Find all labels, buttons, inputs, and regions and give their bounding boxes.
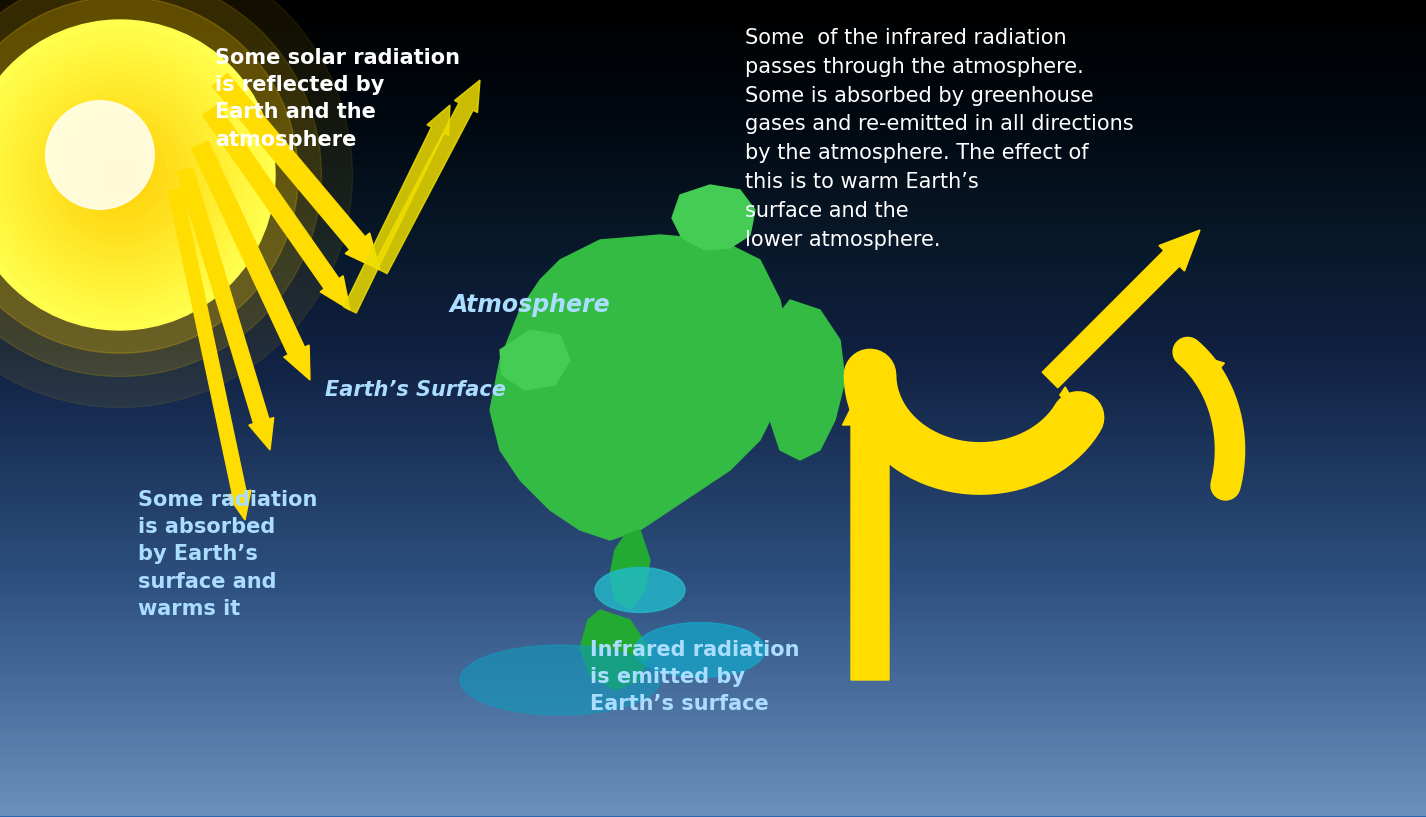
Text: Some solar radiation
is reflected by
Earth and the
atmosphere: Some solar radiation is reflected by Ear… bbox=[215, 48, 461, 150]
Text: Some  of the infrared radiation
passes through the atmosphere.
Some is absorbed : Some of the infrared radiation passes th… bbox=[744, 28, 1134, 250]
Circle shape bbox=[50, 105, 190, 245]
Ellipse shape bbox=[595, 568, 684, 613]
Circle shape bbox=[58, 113, 183, 237]
Polygon shape bbox=[580, 610, 650, 690]
Circle shape bbox=[0, 35, 260, 315]
Circle shape bbox=[11, 66, 228, 283]
Polygon shape bbox=[374, 80, 481, 274]
Polygon shape bbox=[202, 105, 349, 310]
Circle shape bbox=[46, 100, 154, 209]
Circle shape bbox=[34, 90, 205, 261]
Circle shape bbox=[0, 20, 275, 330]
Circle shape bbox=[81, 136, 158, 214]
Polygon shape bbox=[193, 141, 309, 380]
Circle shape bbox=[0, 28, 267, 322]
Circle shape bbox=[27, 82, 212, 268]
Circle shape bbox=[88, 144, 151, 206]
Text: Some radiation
is absorbed
by Earth’s
surface and
warms it: Some radiation is absorbed by Earth’s su… bbox=[138, 490, 318, 618]
Circle shape bbox=[19, 74, 221, 276]
Circle shape bbox=[66, 121, 174, 230]
Ellipse shape bbox=[635, 623, 764, 677]
Polygon shape bbox=[344, 105, 451, 313]
Polygon shape bbox=[1038, 387, 1092, 435]
Circle shape bbox=[0, 51, 244, 299]
Text: Infrared radiation
is emitted by
Earth’s surface: Infrared radiation is emitted by Earth’s… bbox=[590, 640, 800, 714]
Circle shape bbox=[4, 59, 237, 291]
Text: Earth’s Surface: Earth’s Surface bbox=[325, 380, 505, 400]
Polygon shape bbox=[491, 235, 790, 540]
Polygon shape bbox=[843, 370, 897, 680]
Circle shape bbox=[0, 0, 298, 353]
Ellipse shape bbox=[461, 645, 660, 715]
Polygon shape bbox=[610, 530, 650, 610]
Polygon shape bbox=[672, 185, 754, 250]
Polygon shape bbox=[1185, 348, 1225, 387]
Polygon shape bbox=[177, 167, 274, 450]
Text: Atmosphere: Atmosphere bbox=[449, 293, 610, 317]
Circle shape bbox=[0, 43, 252, 306]
Circle shape bbox=[74, 128, 167, 221]
Circle shape bbox=[43, 97, 197, 252]
Circle shape bbox=[0, 0, 352, 408]
Polygon shape bbox=[501, 330, 570, 390]
Circle shape bbox=[0, 0, 321, 377]
Polygon shape bbox=[1042, 230, 1201, 388]
Polygon shape bbox=[168, 189, 251, 520]
Polygon shape bbox=[770, 300, 846, 460]
Circle shape bbox=[113, 167, 128, 183]
Polygon shape bbox=[212, 74, 379, 270]
Circle shape bbox=[104, 159, 135, 190]
Circle shape bbox=[97, 152, 143, 199]
